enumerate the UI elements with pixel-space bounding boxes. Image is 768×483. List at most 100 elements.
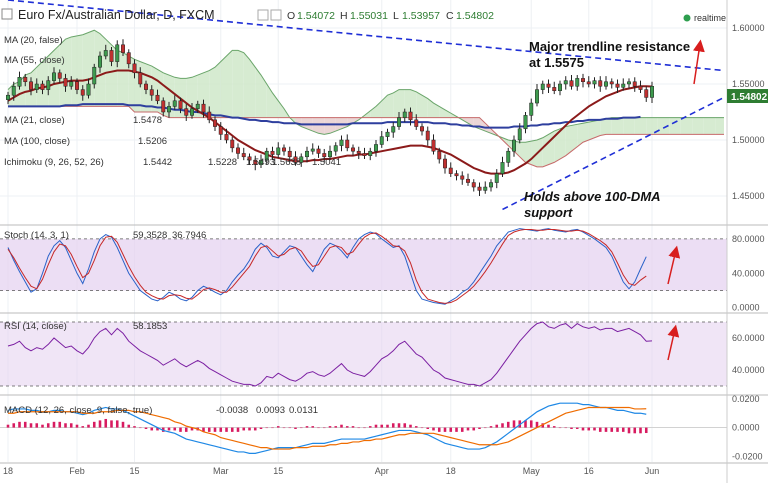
candle-body xyxy=(586,81,591,85)
stoch-tick-label: 40.0000 xyxy=(732,268,765,278)
collapse-icon[interactable] xyxy=(1,8,13,20)
ma21-legend[interactable]: MA (21, close) xyxy=(4,115,65,126)
cloud-segment xyxy=(698,117,704,135)
macd-histogram-bar xyxy=(552,426,556,428)
candle xyxy=(103,44,108,60)
candle-body xyxy=(517,128,522,141)
cloud-segment xyxy=(399,89,405,118)
candle-body xyxy=(581,78,585,83)
candle xyxy=(121,39,125,56)
candle xyxy=(523,112,528,134)
candle-body xyxy=(80,89,85,96)
macd-histogram-bar xyxy=(414,426,418,428)
macd-histogram-bar xyxy=(46,423,50,428)
candle xyxy=(443,154,447,174)
macd-histogram-bar xyxy=(639,427,642,434)
candle-body xyxy=(287,150,292,158)
cloud-segment xyxy=(226,50,233,118)
candle xyxy=(241,147,246,161)
macd-signal-line xyxy=(8,406,647,450)
macd-histogram-bar xyxy=(317,427,320,429)
candle xyxy=(29,77,33,96)
candle xyxy=(391,122,396,138)
price-tick-label: 1.60000 xyxy=(732,23,765,33)
cloud-segment xyxy=(416,91,422,118)
macd-histogram-bar xyxy=(535,421,539,428)
eye-icon[interactable] xyxy=(257,9,269,21)
ma20-legend[interactable]: MA (20, false) xyxy=(4,35,63,46)
macd-histogram-bar xyxy=(604,427,608,432)
candle xyxy=(69,76,74,90)
macd-histogram-bar xyxy=(92,421,96,428)
macd-signal-value: 0.0131 xyxy=(289,405,318,416)
candle-body xyxy=(414,119,419,127)
candle xyxy=(276,142,281,158)
macd-legend[interactable]: MACD (12, 26, close, 9, false, true) xyxy=(4,405,152,416)
candle-body xyxy=(86,83,91,96)
cloud-segment xyxy=(646,117,652,135)
ohlc-open: 1.54072 xyxy=(297,10,335,22)
macd-histogram-bar xyxy=(340,424,343,428)
resistance-annotation-line1: Major trendline resistance xyxy=(529,39,690,54)
candle-body xyxy=(506,150,511,163)
settings-icon[interactable] xyxy=(270,9,282,21)
candle xyxy=(506,147,511,167)
cloud-segment xyxy=(117,50,123,107)
time-axis[interactable]: 18 Feb 15 Mar 15 Apr 18 May 16 Jun xyxy=(3,466,659,476)
cloud-segment xyxy=(215,61,221,118)
candle-body xyxy=(650,85,654,98)
cloud-segment xyxy=(31,67,37,107)
annotations: Major trendline resistance at 1.5575 Hol… xyxy=(524,39,705,361)
candle-body xyxy=(615,83,620,88)
price-pane[interactable] xyxy=(0,0,727,224)
time-tick-label: Mar xyxy=(213,466,229,476)
candle xyxy=(23,73,28,87)
candle-body xyxy=(632,81,637,87)
macd-histogram-bar xyxy=(512,420,516,428)
cloud-segment xyxy=(330,117,336,134)
cloud-segment xyxy=(611,117,618,135)
stoch-legend[interactable]: Stoch (14, 3, 1) xyxy=(4,230,69,241)
macd-histogram-bar xyxy=(420,427,424,429)
ma55-legend[interactable]: MA (55, close) xyxy=(4,55,65,66)
stoch-d-line xyxy=(7,228,647,304)
ichimoku-legend[interactable]: Ichimoku (9, 26, 52, 26) xyxy=(4,157,104,168)
cloud-segment xyxy=(680,117,687,135)
macd-histogram-bar xyxy=(52,421,56,428)
candle-body xyxy=(69,81,74,87)
candle xyxy=(569,75,574,90)
candle-body xyxy=(103,50,108,57)
candle-body xyxy=(443,158,447,169)
candle xyxy=(57,69,62,83)
candle xyxy=(627,78,631,89)
time-tick-label: Jun xyxy=(645,466,660,476)
macd-histogram-bar xyxy=(524,420,527,428)
candle-body xyxy=(540,83,545,90)
rsi-legend[interactable]: RSI (14, close) xyxy=(4,321,67,332)
candle xyxy=(149,85,154,101)
candle xyxy=(552,81,557,95)
macd-histogram-bar xyxy=(202,427,205,432)
candle-body xyxy=(333,145,338,152)
macd-histogram-bar xyxy=(167,427,171,431)
macd-histogram-bar xyxy=(12,423,16,428)
macd-histogram-bar xyxy=(18,421,21,428)
support-trendline xyxy=(502,96,725,211)
candle xyxy=(483,181,488,194)
candle-body xyxy=(172,100,177,107)
ma100-legend[interactable]: MA (100, close) xyxy=(4,136,70,147)
candle-body xyxy=(213,119,217,127)
cloud-segment xyxy=(623,117,629,135)
candle xyxy=(402,108,407,123)
candle-body xyxy=(448,167,453,174)
macd-histogram-bar xyxy=(506,421,510,428)
candle-body xyxy=(109,50,114,62)
candle xyxy=(201,99,206,118)
macd-histogram-bar xyxy=(299,427,303,429)
macd-histogram-bar xyxy=(621,427,625,432)
price-legends: MA (20, false) MA (55, close) MA (21, cl… xyxy=(4,35,341,168)
candle xyxy=(34,78,39,93)
price-axis[interactable]: 1.60000 1.55000 1.50000 1.45000 80.0000 40.00… xyxy=(732,23,765,461)
candle xyxy=(535,84,539,107)
ma21-value: 1.5478 xyxy=(133,115,162,126)
